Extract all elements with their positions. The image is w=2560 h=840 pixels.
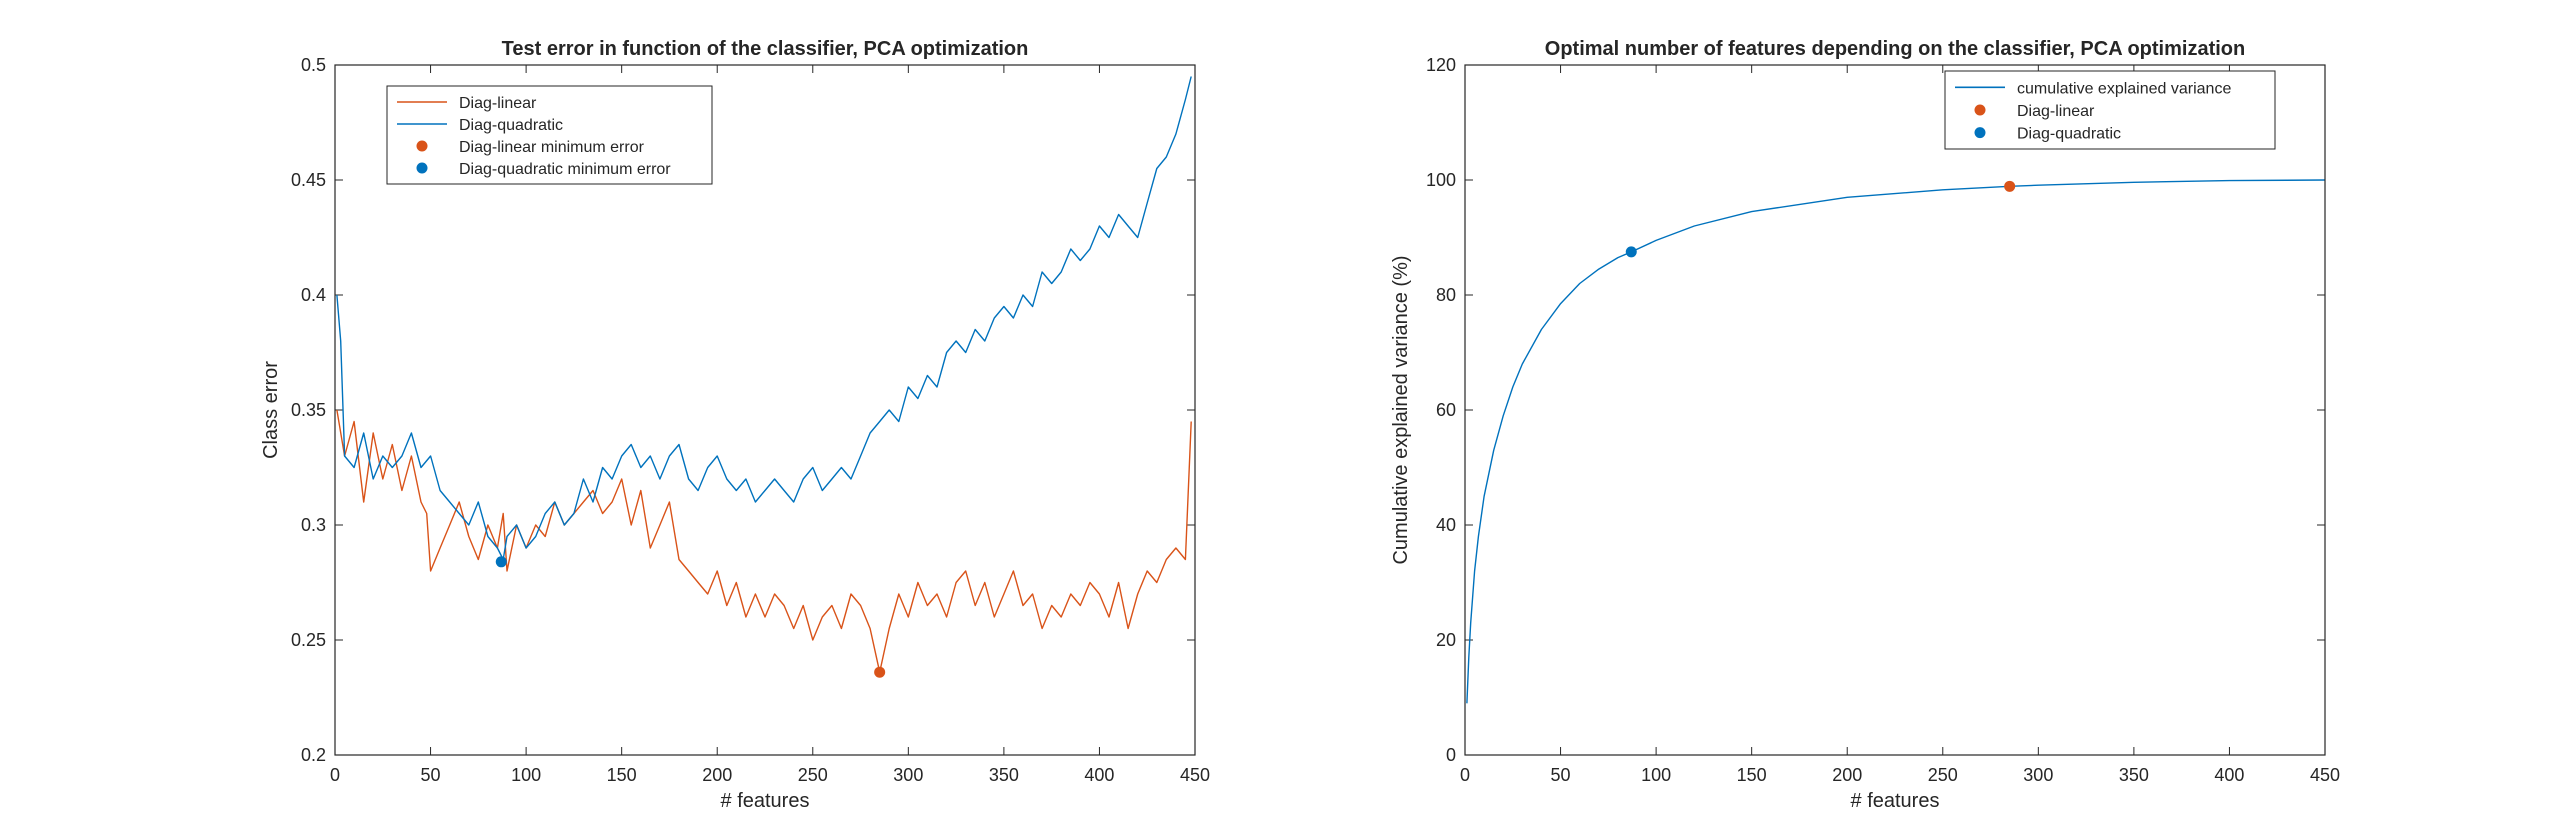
legend: cumulative explained variance Diag-linear… <box>1944 70 2276 150</box>
series-group <box>336 76 1192 678</box>
y-tick-label: 0.2 <box>301 745 326 765</box>
y-tick-label: 0.25 <box>291 630 326 650</box>
legend-box <box>1944 70 2276 150</box>
y-tick-label: 100 <box>1426 170 1456 190</box>
y-tick-label: 0 <box>1446 745 1456 765</box>
plot-frame <box>1464 64 2326 756</box>
y-tick-label: 40 <box>1436 515 1456 535</box>
data-point-diag-quadratic <box>1625 246 1637 258</box>
x-tick-label: 350 <box>989 765 1019 785</box>
legend-entry: Diag-linear <box>2017 103 2095 120</box>
legend-entry: Diag-quadratic <box>2017 126 2121 143</box>
chart-title: Optimal number of features depending on … <box>1545 38 2245 60</box>
legend-entry: Diag-quadratic minimum error <box>459 161 671 178</box>
x-tick-label: 250 <box>1928 765 1958 785</box>
legend-swatch-marker <box>416 162 428 174</box>
legend: Diag-linear Diag-quadratic Diag-linear min… <box>386 85 713 185</box>
legend-swatch-marker <box>1974 104 1986 116</box>
data-point-diag-linear-minimum-error <box>874 666 886 678</box>
y-axis-label: Cumulative explained variance (%) <box>1390 255 1412 564</box>
y-tick-label: 0.35 <box>291 400 326 420</box>
x-tick-label: 400 <box>1084 765 1114 785</box>
ticks: 0 50 100 150 200 250 300 350 400 450 0 20 40 60 80 100 1… <box>1426 55 2340 785</box>
chart-class-error: Test error in function of the classifier… <box>260 38 1210 812</box>
x-tick-label: 300 <box>893 765 923 785</box>
y-tick-label: 0.3 <box>301 515 326 535</box>
legend-swatch-marker <box>1974 127 1986 139</box>
chart-explained-variance: Optimal number of features depending on … <box>1390 38 2340 812</box>
x-tick-label: 300 <box>2023 765 2053 785</box>
x-tick-label: 450 <box>1180 765 1210 785</box>
x-tick-label: 100 <box>511 765 541 785</box>
legend-entry: Diag-linear minimum error <box>459 139 645 156</box>
legend-entry: cumulative explained variance <box>2017 80 2231 97</box>
y-tick-label: 0.5 <box>301 55 326 75</box>
chart-title: Test error in function of the classifier… <box>502 38 1029 60</box>
x-tick-label: 0 <box>330 765 340 785</box>
legend-entry: Diag-linear <box>459 95 537 112</box>
y-tick-label: 0.4 <box>301 285 326 305</box>
y-tick-label: 0.45 <box>291 170 326 190</box>
y-axis-label: Class error <box>260 361 282 459</box>
y-tick-label: 120 <box>1426 55 1456 75</box>
x-tick-label: 400 <box>2214 765 2244 785</box>
y-tick-label: 20 <box>1436 630 1456 650</box>
x-tick-label: 350 <box>2119 765 2149 785</box>
x-tick-label: 150 <box>607 765 637 785</box>
series-line-diag-linear <box>336 409 1192 673</box>
series-line-diag-quadratic <box>336 76 1192 561</box>
x-axis-label: # features <box>721 790 810 812</box>
plot-area <box>1465 65 2325 755</box>
x-tick-label: 450 <box>2310 765 2340 785</box>
x-tick-label: 250 <box>798 765 828 785</box>
data-point-diag-quadratic-minimum-error <box>495 556 507 568</box>
series-line-cumulative-explained-variance <box>1466 179 2326 704</box>
data-point-diag-linear <box>2004 180 2016 192</box>
legend-swatch-marker <box>416 140 428 152</box>
x-tick-label: 200 <box>702 765 732 785</box>
legend-entry: Diag-quadratic <box>459 117 563 134</box>
x-tick-label: 150 <box>1737 765 1767 785</box>
x-tick-label: 50 <box>421 765 441 785</box>
x-tick-label: 100 <box>1641 765 1671 785</box>
plot-frame <box>334 64 1196 756</box>
x-axis-label: # features <box>1851 790 1940 812</box>
x-tick-label: 0 <box>1460 765 1470 785</box>
x-tick-label: 50 <box>1551 765 1571 785</box>
series-group <box>1466 179 2326 704</box>
y-tick-label: 60 <box>1436 400 1456 420</box>
ticks: 0 50 100 150 200 250 300 350 400 450 0.2 0.25 0.3 0.3… <box>291 55 1210 785</box>
x-tick-label: 200 <box>1832 765 1862 785</box>
y-tick-label: 80 <box>1436 285 1456 305</box>
